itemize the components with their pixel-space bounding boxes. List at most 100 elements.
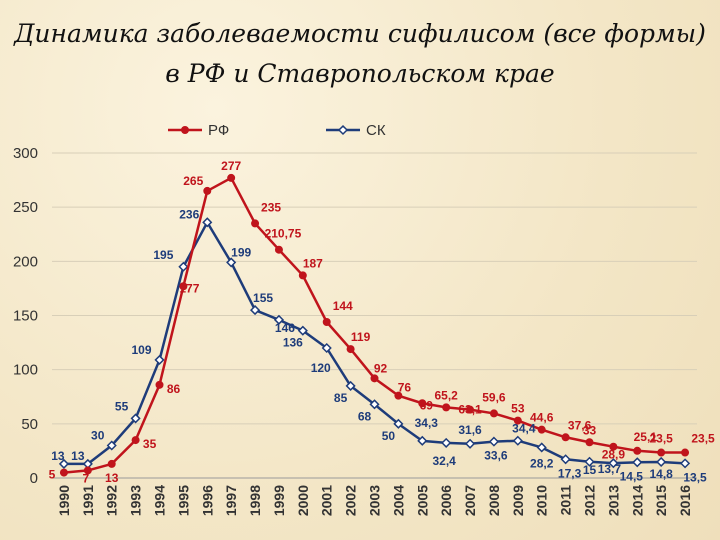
x-tick-label: 2011 (558, 485, 574, 516)
data-label: 13 (51, 449, 65, 463)
data-point (130, 413, 141, 424)
y-tick-label: 250 (13, 199, 38, 216)
x-tick-label: 1997 (223, 485, 239, 516)
data-label: 23,5 (649, 432, 673, 446)
y-tick-label: 50 (21, 416, 38, 433)
data-point (489, 409, 498, 418)
data-point (417, 435, 428, 446)
x-tick-label: 1995 (175, 485, 191, 516)
y-tick-label: 100 (13, 362, 38, 379)
y-tick-label: 200 (13, 253, 38, 270)
data-point (584, 456, 595, 467)
data-point (274, 245, 283, 254)
data-label: 65,2 (434, 388, 458, 402)
data-point (537, 425, 546, 434)
data-point (656, 456, 667, 468)
x-tick-label: 1998 (247, 485, 263, 516)
data-point (464, 438, 476, 449)
data-label: 109 (131, 343, 151, 357)
data-point (227, 173, 236, 182)
data-label: 210,75 (265, 227, 302, 241)
data-point (298, 271, 307, 280)
data-point (155, 380, 164, 389)
data-label: 14,5 (620, 469, 644, 483)
data-point (393, 418, 404, 429)
data-label: 177 (179, 281, 199, 295)
data-label: 28,9 (602, 448, 626, 462)
data-label: 23,5 (691, 432, 715, 446)
data-label: 119 (351, 330, 371, 344)
legend-marker (181, 126, 189, 134)
data-label: 15 (583, 463, 597, 477)
data-point (179, 282, 188, 291)
data-label: 55 (115, 399, 129, 413)
data-point (513, 416, 522, 425)
x-tick-label: 2014 (629, 485, 645, 516)
data-label: 120 (311, 361, 331, 375)
x-tick-label: 2003 (367, 485, 383, 516)
x-tick-label: 1999 (271, 485, 287, 516)
data-label: 68 (358, 409, 372, 423)
data-point (297, 325, 308, 336)
data-point (585, 438, 594, 447)
data-label: 13,7 (598, 462, 622, 476)
data-point (226, 257, 237, 268)
y-tick-label: 300 (13, 145, 38, 162)
data-label: 59,6 (482, 390, 506, 404)
legend-label: РФ (208, 122, 229, 139)
data-point (321, 342, 332, 354)
data-label: 30 (91, 429, 105, 443)
data-label: 13 (71, 449, 85, 463)
x-tick-label: 1991 (80, 485, 96, 516)
data-label: 50 (382, 429, 396, 443)
data-label: 199 (231, 245, 251, 259)
data-point (203, 186, 212, 195)
data-point (466, 405, 475, 414)
data-label: 187 (303, 256, 323, 270)
data-point (441, 437, 452, 448)
data-label: 31,6 (458, 423, 482, 437)
data-label: 76 (398, 381, 412, 395)
x-tick-label: 1994 (152, 485, 168, 516)
data-label: 44,6 (530, 411, 554, 425)
legend-label: СК (366, 122, 386, 139)
slide-title: Динамика заболеваемости сифилисом (все ф… (0, 14, 720, 94)
data-point (394, 391, 403, 400)
data-label: 13,5 (683, 470, 707, 484)
title-line-2: в РФ и Ставропольском крае (165, 59, 555, 88)
data-label: 33 (583, 423, 597, 437)
data-label: 277 (221, 159, 241, 173)
x-tick-label: 2007 (462, 485, 478, 516)
data-label: 34,3 (415, 416, 439, 430)
data-point (58, 458, 70, 469)
data-point (131, 436, 140, 445)
data-label: 265 (183, 174, 203, 188)
data-label: 33,6 (484, 449, 508, 463)
data-label: 236 (179, 207, 199, 221)
x-tick-label: 2004 (390, 485, 406, 516)
y-tick-label: 150 (13, 308, 38, 325)
data-label: 25,1 (634, 430, 658, 444)
data-point (561, 433, 570, 442)
data-point (178, 261, 189, 272)
data-label: 53 (511, 402, 525, 416)
data-label: 13 (105, 471, 119, 485)
data-point (154, 354, 165, 365)
data-point (681, 448, 690, 457)
data-point (106, 440, 117, 451)
data-label: 235 (261, 200, 281, 214)
data-label: 86 (167, 382, 181, 396)
data-label: 136 (283, 336, 303, 350)
data-point (369, 399, 380, 410)
x-tick-label: 1993 (128, 485, 144, 516)
data-point (251, 219, 260, 228)
x-tick-label: 2015 (653, 485, 669, 516)
data-point (345, 380, 356, 391)
data-label: 5 (49, 468, 56, 482)
x-tick-label: 2006 (438, 485, 454, 516)
data-point (107, 459, 116, 468)
data-label: 69 (420, 398, 434, 412)
data-point (418, 399, 427, 408)
data-point (560, 454, 571, 465)
